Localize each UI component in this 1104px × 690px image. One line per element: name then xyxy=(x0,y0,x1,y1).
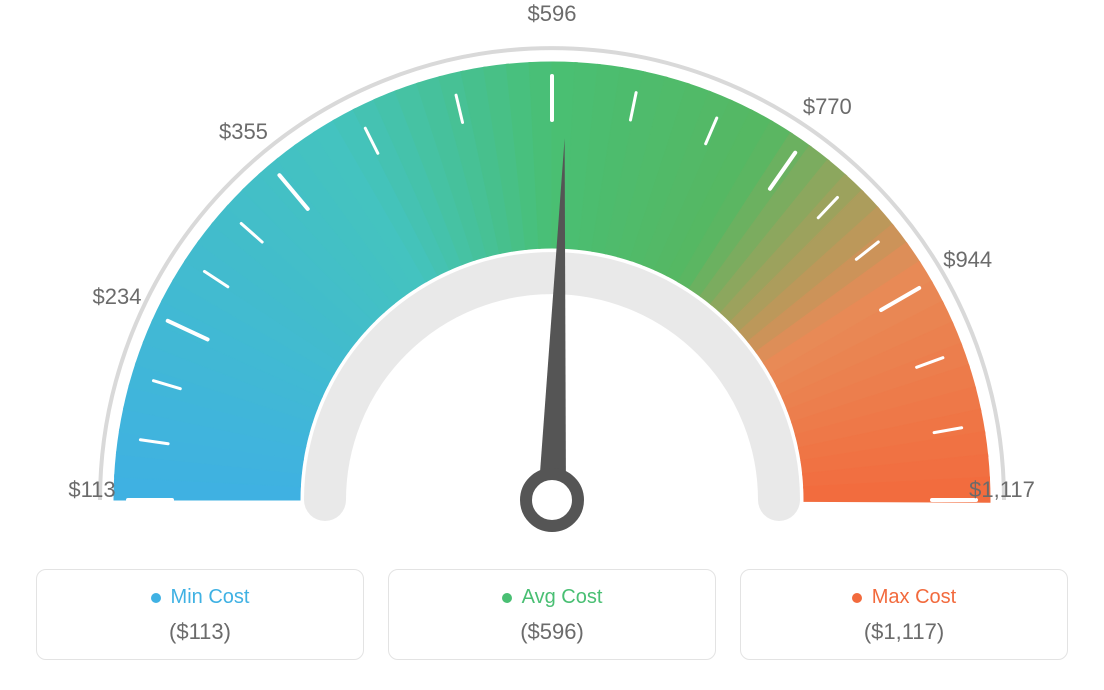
scale-label: $944 xyxy=(943,247,992,273)
avg-cost-dot xyxy=(502,593,512,603)
scale-label: $355 xyxy=(219,119,268,145)
min-cost-title: Min Cost xyxy=(151,586,250,609)
scale-label: $596 xyxy=(528,1,577,27)
min-cost-dot xyxy=(151,593,161,603)
cost-gauge-chart: $113 $234 $355 $596 $770 $944 $1,117 Min Cost … xyxy=(0,0,1104,690)
scale-label: $113 xyxy=(68,477,115,503)
avg-cost-value: ($596) xyxy=(399,619,705,645)
gauge-area: $113 $234 $355 $596 $770 $944 $1,117 xyxy=(0,0,1104,560)
gauge-svg xyxy=(0,0,1104,560)
min-cost-label: Min Cost xyxy=(171,586,250,609)
scale-label: $1,117 xyxy=(969,477,1035,503)
avg-cost-label: Avg Cost xyxy=(522,586,603,609)
max-cost-label: Max Cost xyxy=(872,586,956,609)
needle-hub xyxy=(526,474,578,526)
avg-cost-card: Avg Cost ($596) xyxy=(388,569,716,660)
min-cost-card: Min Cost ($113) xyxy=(36,569,364,660)
max-cost-dot xyxy=(852,593,862,603)
max-cost-card: Max Cost ($1,117) xyxy=(740,569,1068,660)
max-cost-value: ($1,117) xyxy=(751,619,1057,645)
legend-row: Min Cost ($113) Avg Cost ($596) Max Cost… xyxy=(0,569,1104,660)
scale-label: $770 xyxy=(803,94,852,120)
scale-label: $234 xyxy=(92,284,141,310)
avg-cost-title: Avg Cost xyxy=(502,586,603,609)
min-cost-value: ($113) xyxy=(47,619,353,645)
max-cost-title: Max Cost xyxy=(852,586,956,609)
